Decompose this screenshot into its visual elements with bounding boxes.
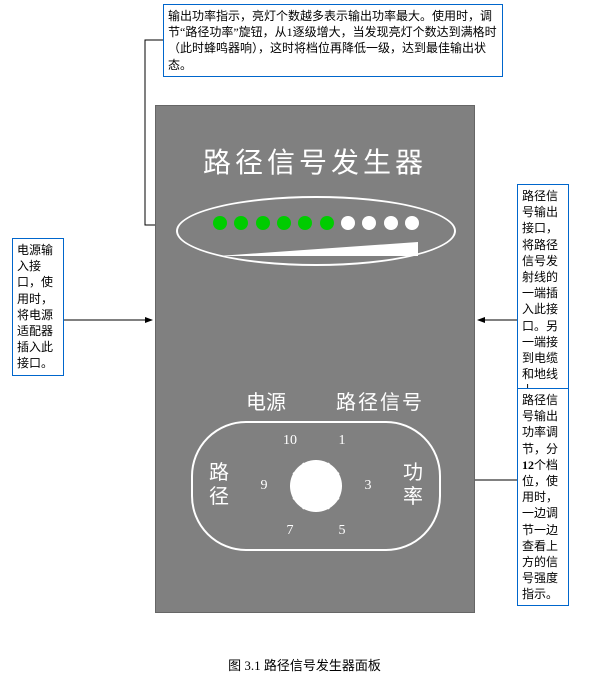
bold-count: 12 (522, 458, 534, 472)
label-power: 电源 (246, 386, 286, 415)
knob-number: 3 (365, 478, 372, 494)
knob-number: 1 (339, 433, 346, 449)
led-indicator-frame (176, 196, 456, 266)
led-indicator (256, 216, 270, 230)
device-panel: 路径信号发生器 电源 路径信号 路径 功率 1 3 5 7 9 10 (155, 105, 475, 613)
knob-number: 10 (283, 433, 297, 449)
led-indicator (277, 216, 291, 230)
led-indicator (213, 216, 227, 230)
led-indicator (384, 216, 398, 230)
knob-tick (330, 485, 342, 487)
knob-label-left: 路径 (207, 461, 231, 509)
callout-power-input-port: 电源输入接口，使用时，将电源适配器插入此接口。 (12, 238, 64, 376)
knob-tick (315, 500, 317, 512)
knob-label-right: 功率 (401, 461, 425, 509)
device-title: 路径信号发生器 (156, 141, 474, 181)
led-indicator (341, 216, 355, 230)
callout-output-power-indicator: 输出功率指示，亮灯个数越多表示输出功率最大。使用时，调节“路径功率”旋钮，从1逐… (163, 4, 503, 77)
wedge-indicator (218, 242, 418, 256)
knob-tick (315, 460, 317, 472)
knob-cartouche: 路径 功率 1 3 5 7 9 10 (191, 421, 441, 551)
knob-tick (290, 485, 302, 487)
callout-text: 路径信号输出接口，将路径信号发射线的一端插入此接口。另一端接到电缆和地线上。 (522, 189, 558, 397)
led-indicator (405, 216, 419, 230)
led-row (213, 216, 419, 230)
knob-number: 5 (339, 523, 346, 539)
label-path-signal: 路径信号 (336, 386, 424, 415)
led-indicator (298, 216, 312, 230)
callout-signal-output-port: 路径信号输出接口，将路径信号发射线的一端插入此接口。另一端接到电缆和地线上。 (517, 184, 569, 402)
led-indicator (234, 216, 248, 230)
knob-number: 9 (261, 478, 268, 494)
led-indicator (320, 216, 334, 230)
led-indicator (362, 216, 376, 230)
callout-power-knob: 路径信号输出功率调节，分12个档位，使用时，一边调节一边查看上方的信号强度指示。 (517, 388, 569, 606)
knob-number: 7 (287, 523, 294, 539)
callout-text: 电源输入接口，使用时，将电源适配器插入此接口。 (17, 243, 53, 370)
figure-caption: 图 3.1 路径信号发生器面板 (0, 655, 609, 674)
callout-text: 输出功率指示，亮灯个数越多表示输出功率最大。使用时，调节“路径功率”旋钮，从1逐… (168, 9, 497, 72)
